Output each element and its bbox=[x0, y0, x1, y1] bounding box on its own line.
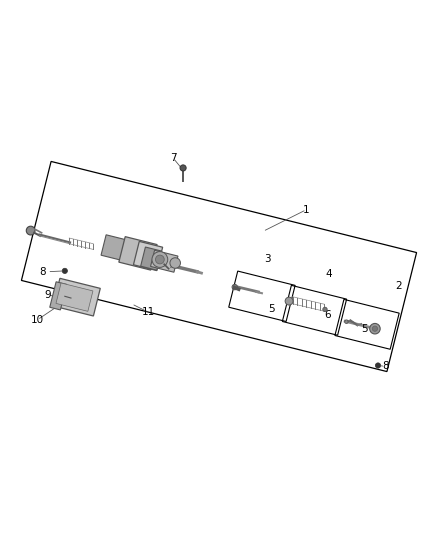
Text: 2: 2 bbox=[395, 281, 402, 291]
Circle shape bbox=[155, 255, 164, 264]
Text: 3: 3 bbox=[264, 254, 271, 264]
Polygon shape bbox=[50, 282, 67, 310]
Text: 6: 6 bbox=[324, 310, 331, 320]
Text: 8: 8 bbox=[39, 266, 46, 277]
Text: 9: 9 bbox=[44, 290, 51, 300]
Polygon shape bbox=[134, 241, 162, 271]
Polygon shape bbox=[141, 247, 162, 270]
Circle shape bbox=[26, 226, 35, 235]
Circle shape bbox=[375, 363, 381, 368]
Text: 5: 5 bbox=[361, 324, 368, 334]
Text: 8: 8 bbox=[382, 361, 389, 372]
Text: 11: 11 bbox=[142, 308, 155, 318]
Circle shape bbox=[170, 258, 180, 268]
Circle shape bbox=[370, 324, 380, 334]
Circle shape bbox=[180, 165, 186, 171]
Text: 1: 1 bbox=[303, 205, 310, 215]
Circle shape bbox=[152, 252, 168, 268]
Polygon shape bbox=[101, 235, 148, 266]
Text: 7: 7 bbox=[170, 153, 177, 163]
Circle shape bbox=[372, 326, 378, 332]
Polygon shape bbox=[53, 278, 100, 316]
Circle shape bbox=[62, 268, 67, 273]
Text: 4: 4 bbox=[325, 269, 332, 279]
Polygon shape bbox=[151, 251, 178, 272]
Circle shape bbox=[285, 297, 293, 305]
Text: 5: 5 bbox=[268, 304, 275, 314]
Text: 10: 10 bbox=[31, 315, 44, 325]
Polygon shape bbox=[119, 237, 157, 270]
Circle shape bbox=[323, 307, 327, 312]
Polygon shape bbox=[56, 283, 93, 311]
